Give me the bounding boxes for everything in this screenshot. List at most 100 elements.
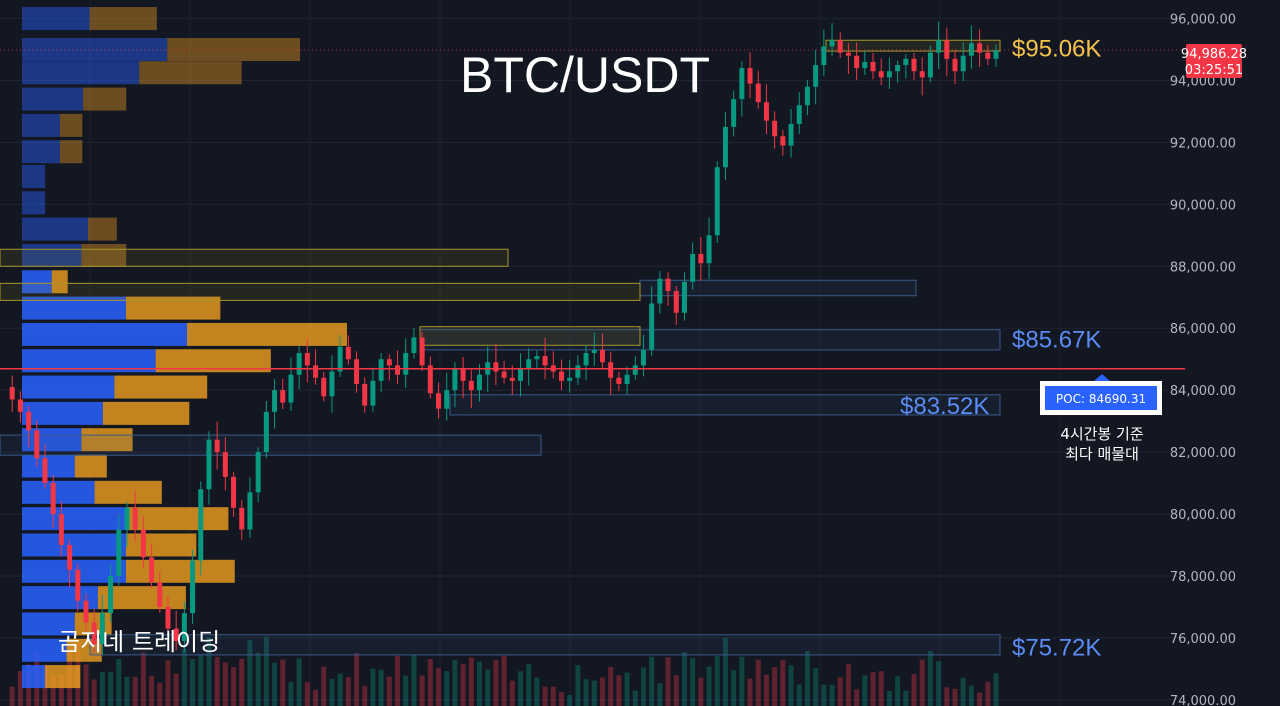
y-tick-label: 94,000.00 [1170,75,1236,90]
volume-bar [83,664,89,706]
volume-bar [485,669,491,706]
chart-title: BTC/USDT [460,47,710,103]
price-zone [0,282,641,301]
price-zone [639,279,917,297]
volume-bar [796,684,802,706]
candle-body [460,368,466,381]
volume-bar [247,639,253,706]
countdown-value: 03:25:51 [1185,63,1243,78]
candle-body [419,337,425,366]
volume-bar [968,685,974,706]
volume-bar [690,657,696,706]
price-axis[interactable]: 96,000.00 94,000.00 92,000.00 90,000.00 88,0… [1170,13,1236,706]
candle-body [370,380,376,406]
candle-body [116,529,122,576]
candle-body [239,507,245,530]
candle-body [222,452,228,477]
volume-bar [91,679,97,706]
volume-profile-bar-down [102,401,190,425]
candle-body [870,61,876,72]
candle-body [599,349,605,363]
volume-bar [181,649,187,706]
candle-body [640,349,646,366]
candle-body [567,377,573,381]
volume-bar [977,692,983,706]
candle-body [526,359,532,369]
volume-profile-bar-down [59,113,83,137]
candle-body [181,613,187,641]
volume-bar [9,686,15,706]
candle-body [731,99,737,127]
volume-bar [780,659,786,706]
candle-body [657,278,663,304]
volume-bar [58,674,64,706]
volume-profile-bar-up [22,38,168,62]
volume-profile-bar-up [22,533,126,557]
candle-body [345,346,351,360]
volume-bar [542,686,548,706]
volume-bar [345,677,351,706]
volume-profile-bar-up [22,191,46,215]
candle-body [542,356,548,366]
candle-body [895,65,901,72]
volume-profile-bar-down [187,322,347,346]
volume-bar [165,660,171,706]
volume-bar [460,664,466,706]
volume-bar [132,676,138,706]
candle-body [690,253,696,282]
volume-bar [321,666,327,706]
candle-body [509,377,515,381]
candle-body [477,374,483,391]
level-labels: $95.06K $85.67K $83.52K $75.72K [900,36,1101,662]
candle-body [985,52,991,59]
candle-body [722,126,728,168]
candle-body [616,377,622,384]
volume-bar [436,668,442,706]
candle-body [919,71,925,78]
volume-bar [616,675,622,706]
candle-body [878,71,884,78]
candle-body [796,105,802,124]
volume-bar [985,681,991,706]
volume-profile-bar-up [22,559,126,583]
candle-body [468,380,474,391]
volume-bar [419,675,425,706]
volume-profile-bar-down [114,375,208,399]
candle-body [698,253,704,264]
level-label: $85.67K [1012,326,1101,353]
volume-bar [665,657,671,706]
volume-bar [272,662,278,706]
candle-body [977,43,983,53]
poc-line [0,49,1185,370]
volume-profile-bar-down [88,217,117,241]
volume-bar [517,671,523,706]
candle-body [190,560,196,614]
candle-body [9,387,15,400]
poc-callout-label: POC: 84690.31 [1056,392,1146,406]
candle-body [280,390,286,403]
volume-bar [649,656,655,706]
volume-bar [509,680,515,706]
volume-profile-bar-up [22,638,67,662]
volume-bar [854,689,860,706]
volume-bar [526,664,532,706]
volume-bar [747,678,753,706]
volume-bar [739,656,745,706]
volume-bar [354,653,360,706]
volume-profile-bar-up [22,7,90,31]
volume-bar [378,669,384,706]
candle-body [608,362,614,378]
volume-profile-bar-down [45,665,81,689]
volume-profile-bar-down [125,533,197,557]
candle-body [140,529,146,558]
volume-bar [337,673,343,706]
volume-bar [870,672,876,706]
candle-body [517,368,523,381]
poc-note-line1: 4시간봉 기준 [1060,425,1144,443]
volume-bar [403,675,409,706]
volume-bar [304,682,310,706]
volume-profile-bar-down [139,61,242,85]
candle-body [763,102,769,121]
candle-body [944,40,950,59]
volume-profile-bar-down [81,428,133,452]
